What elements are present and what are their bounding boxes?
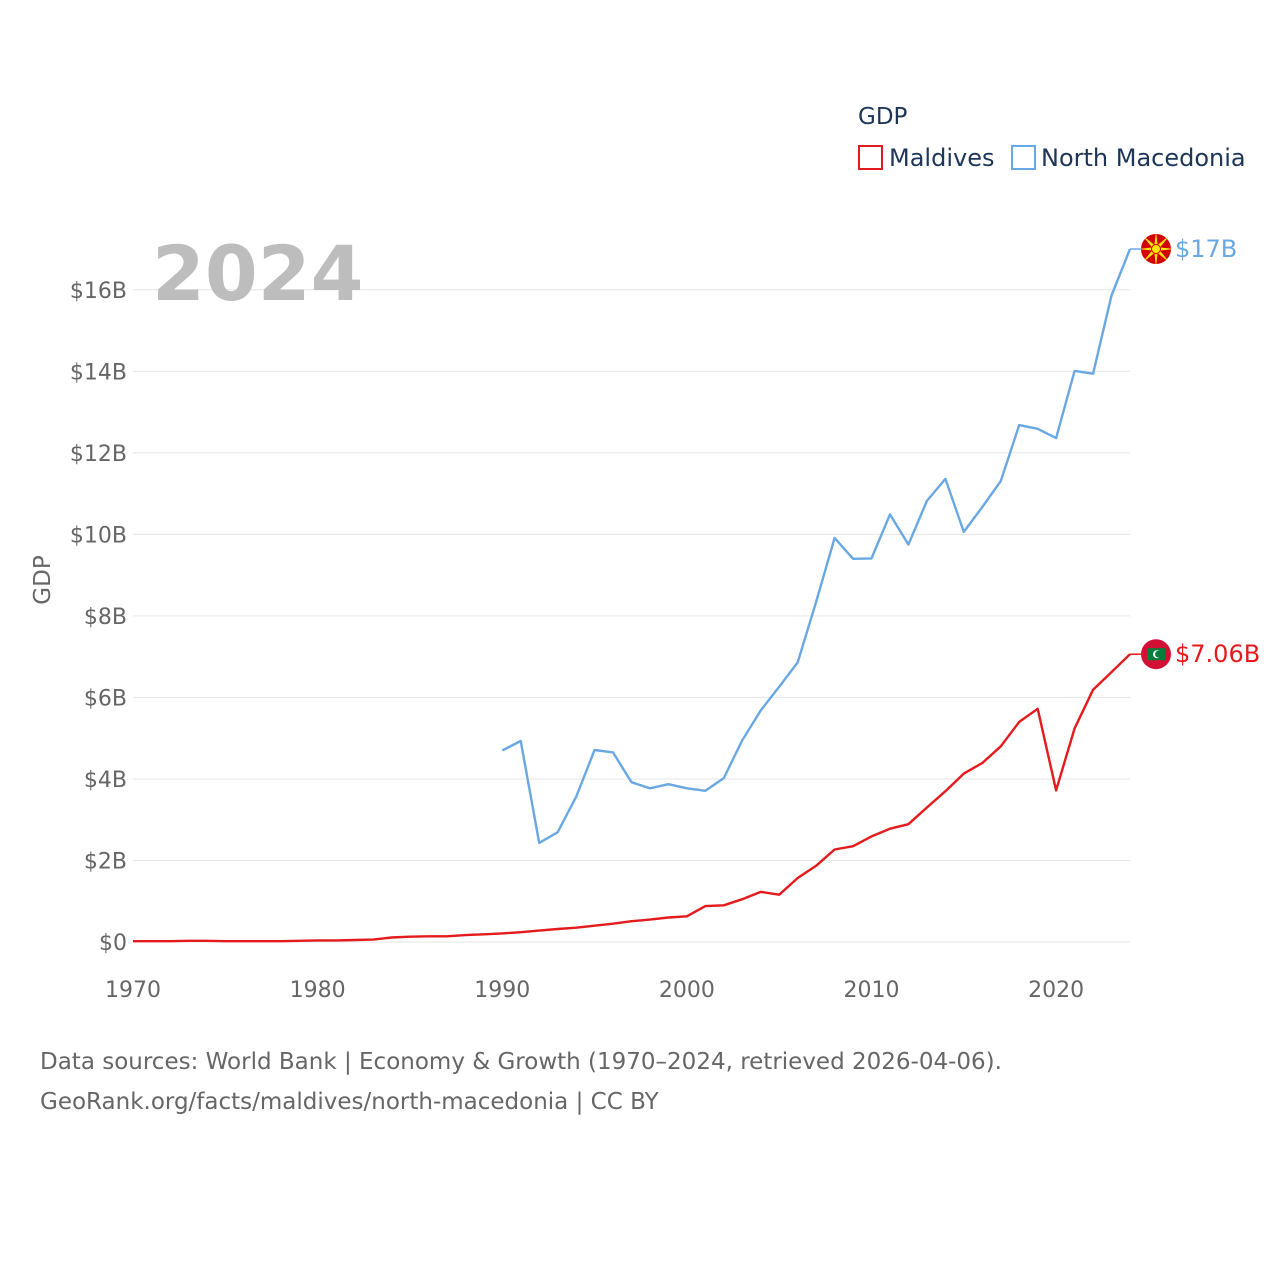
legend-label-maldives[interactable]: Maldives: [889, 144, 994, 172]
gdp-line-chart: $0$2B$4B$6B$8B$10B$12B$14B$16B 1970 1980 1…: [30, 104, 1260, 1003]
end-label-maldives: $7.06B: [1175, 640, 1260, 668]
year-watermark: 2024: [152, 229, 364, 318]
y-tick-label: $6B: [84, 686, 127, 711]
series-line-maldives[interactable]: [133, 653, 1131, 943]
y-tick-label: $16B: [70, 279, 127, 304]
footer-link[interactable]: GeoRank.org/facts/maldives/north-macedon…: [40, 1089, 659, 1115]
legend-swatch-maldives[interactable]: [858, 145, 883, 170]
y-tick-label: $14B: [70, 360, 127, 385]
x-tick-label: 1970: [105, 978, 161, 1003]
x-tick-label: 2020: [1028, 978, 1084, 1003]
maldives-flag-icon: [1141, 639, 1171, 670]
x-tick-label: 2000: [659, 978, 715, 1003]
y-axis-label: GDP: [30, 555, 56, 605]
footer: Data sources: World Bank | Economy & Gro…: [40, 1042, 1002, 1122]
legend-swatch-north-macedonia[interactable]: [1011, 145, 1036, 170]
north-macedonia-flag-icon: [1141, 234, 1171, 264]
y-tick-label: $4B: [84, 768, 127, 793]
y-tick-label: $10B: [70, 523, 127, 548]
series-line-north-macedonia[interactable]: [501, 248, 1132, 845]
x-tick-label: 1980: [290, 978, 346, 1003]
footer-sources: Data sources: World Bank | Economy & Gro…: [40, 1049, 1002, 1075]
series-lines: [133, 248, 1142, 943]
x-axis-ticks: 1970 1980 1990 2000 2010 2020: [105, 978, 1084, 1003]
y-tick-label: $12B: [70, 442, 127, 467]
legend-title: GDP: [858, 104, 908, 130]
y-tick-label: $8B: [84, 605, 127, 630]
y-tick-label: $2B: [84, 849, 127, 874]
y-axis-ticks: $0 $2B $4B $6B $8B $10B $12B $14B $16B: [70, 279, 127, 956]
x-tick-label: 2010: [844, 978, 900, 1003]
legend-label-north-macedonia[interactable]: North Macedonia: [1041, 144, 1246, 172]
end-label-north-macedonia: $17B: [1175, 235, 1237, 263]
y-tick-label: $0: [99, 931, 127, 956]
legend: GDP Maldives North Macedonia: [858, 104, 1246, 172]
gridlines: [133, 289, 1130, 943]
x-tick-label: 1990: [474, 978, 530, 1003]
